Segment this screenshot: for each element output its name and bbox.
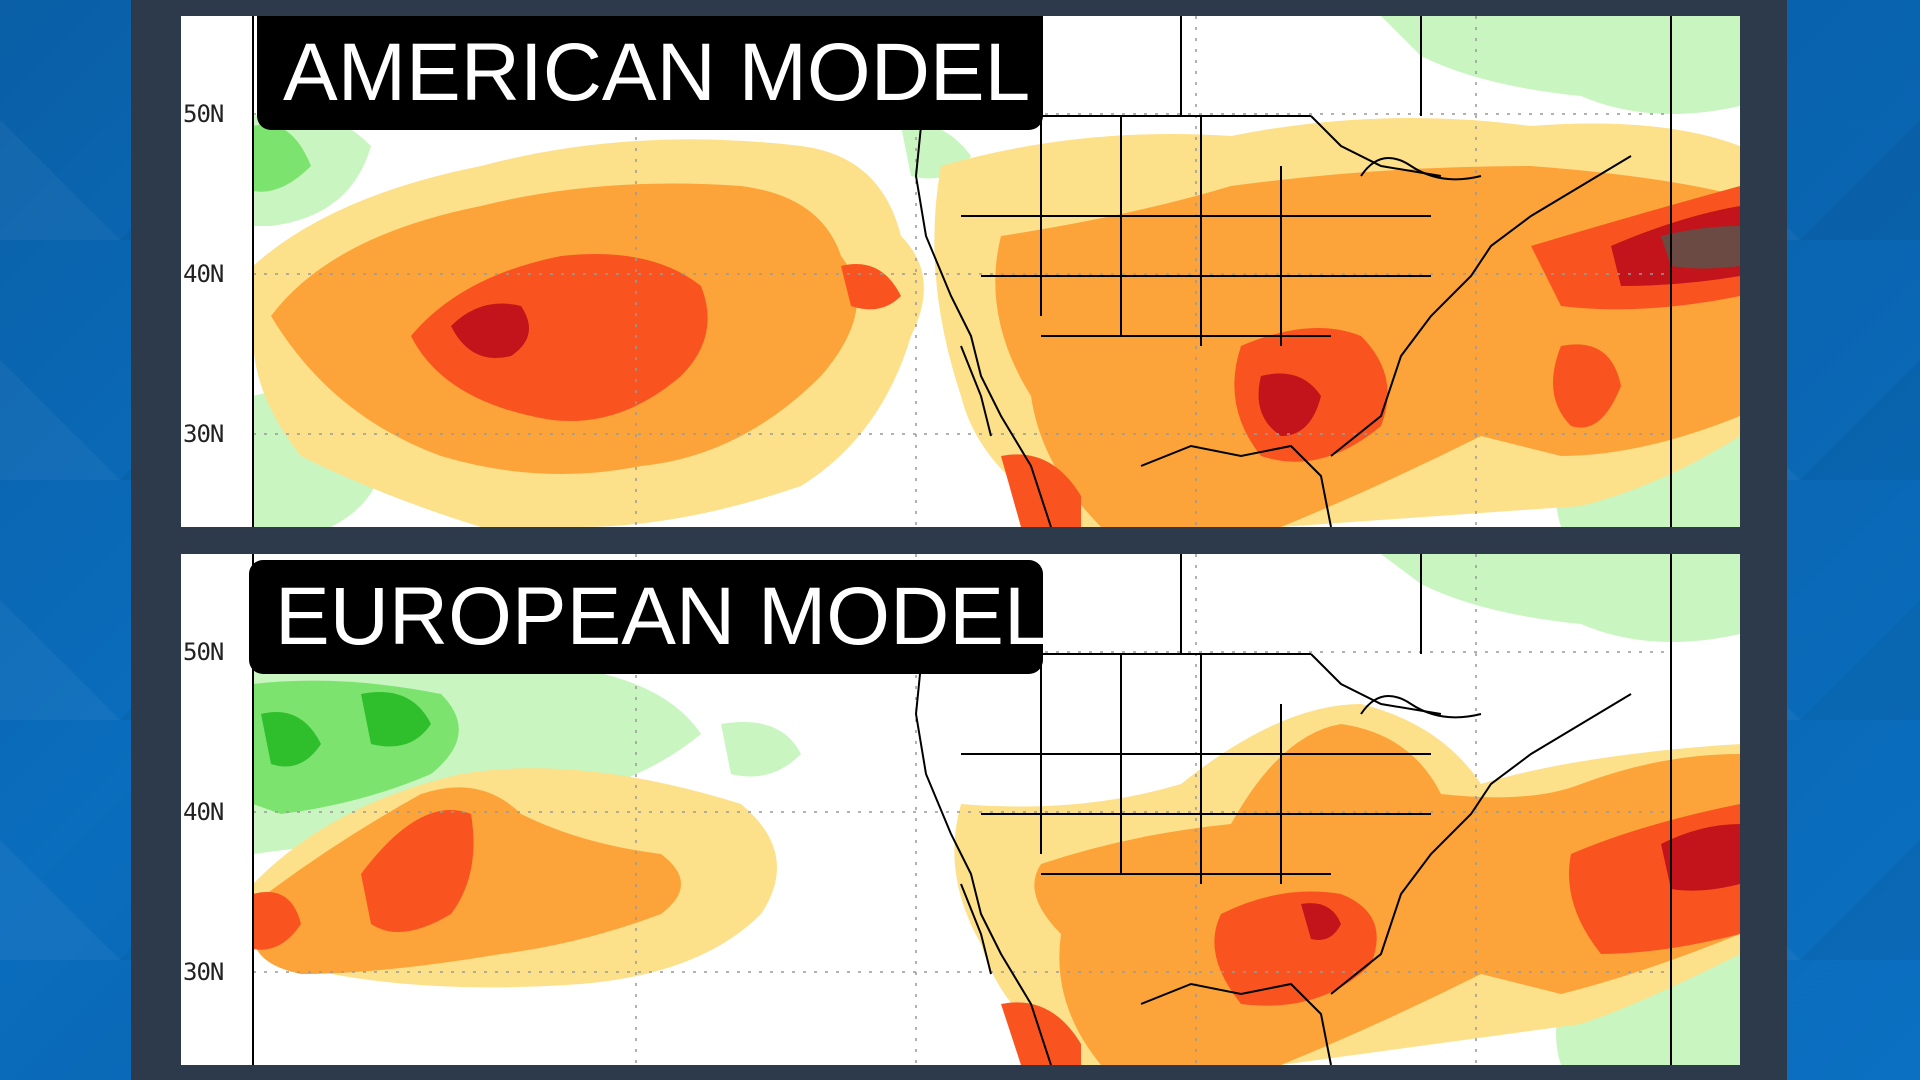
american-model-map — [252, 16, 1740, 527]
european-model-map — [252, 554, 1740, 1065]
lat-label-50n: 50N — [183, 100, 224, 128]
lat-label-30n: 30N — [183, 958, 224, 986]
american-model-panel: 50N 40N 30N AMERICAN MODEL — [181, 16, 1740, 527]
american-model-title: AMERICAN MODEL — [257, 16, 1043, 130]
lat-label-50n: 50N — [183, 638, 224, 666]
lat-label-40n: 40N — [183, 798, 224, 826]
lat-label-30n: 30N — [183, 420, 224, 448]
european-model-panel: 50N 40N 30N EUROPEAN MODEL — [181, 554, 1740, 1065]
european-model-title: EUROPEAN MODEL — [249, 560, 1050, 674]
lat-label-40n: 40N — [183, 260, 224, 288]
